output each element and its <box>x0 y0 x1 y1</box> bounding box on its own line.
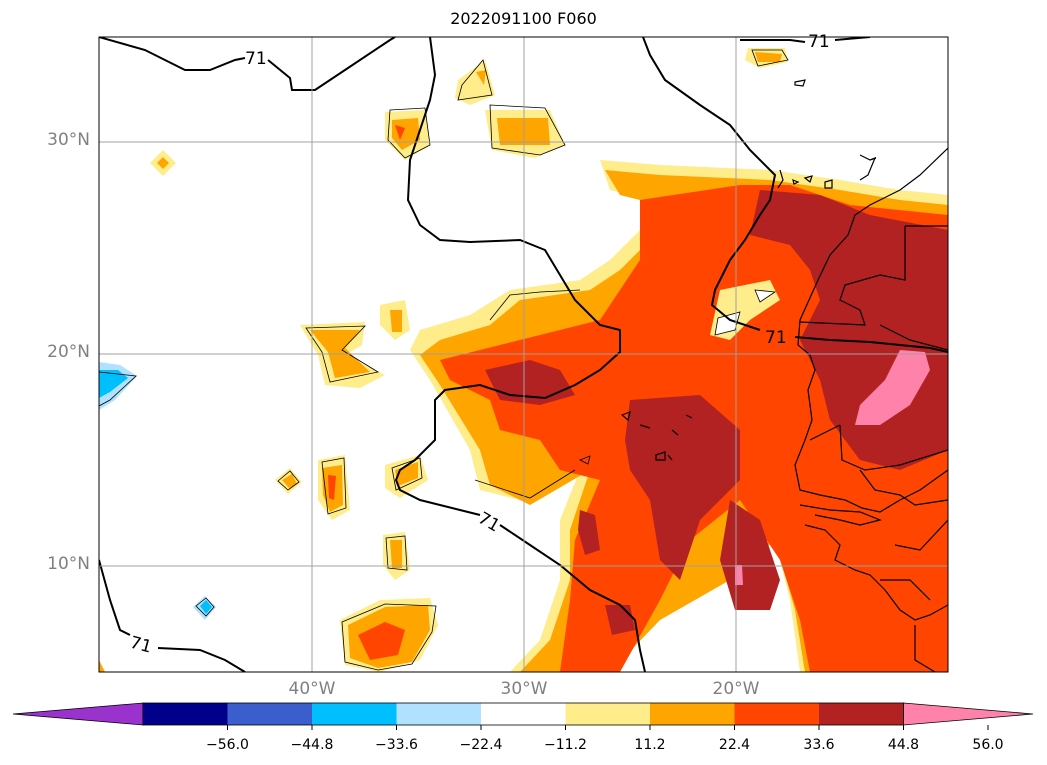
colorbar-extend-low <box>12 702 144 726</box>
contour-label: 71 <box>765 328 787 348</box>
colorbar-segment <box>396 703 482 725</box>
lat-label-30n: 30°N <box>47 130 90 150</box>
colorbar-tick-label: −56.0 <box>206 737 249 753</box>
height-contour-71 <box>99 37 948 672</box>
colorbar-tick-label: 44.8 <box>887 737 920 753</box>
colorbar-tick-label: −33.6 <box>375 737 418 753</box>
gridlines <box>99 37 948 672</box>
colorbar-tick-label: −44.8 <box>290 737 334 753</box>
anomaly-field <box>99 48 948 672</box>
map-title: 2022091100 F060 <box>450 9 597 28</box>
colorbar-segment <box>481 703 566 725</box>
coastlines <box>620 79 948 672</box>
colorbar-extend-high <box>903 702 1034 726</box>
colorbar <box>12 702 1034 730</box>
lat-label-20n: 20°N <box>47 342 90 362</box>
lat-label-10n: 10°N <box>47 554 90 574</box>
contour-label: 71 <box>474 508 503 536</box>
lon-label-40w: 40°W <box>288 679 336 699</box>
colorbar-segment <box>819 703 904 725</box>
contour-label: 71 <box>128 633 154 658</box>
colorbar-segment <box>227 703 313 725</box>
colorbar-segment <box>734 703 820 725</box>
contour-label: 71 <box>245 49 267 69</box>
colorbar-tick-label: 33.6 <box>803 737 835 753</box>
colorbar-tick-label: −11.2 <box>544 737 587 753</box>
colorbar-tick-label: 56.0 <box>972 737 1004 753</box>
lon-label-30w: 30°W <box>500 679 548 699</box>
colorbar-segment <box>650 703 735 725</box>
colorbar-tick-label: −22.4 <box>459 737 503 753</box>
map-frame <box>98 36 949 673</box>
colorbar-tick-label: 22.4 <box>718 737 751 753</box>
colorbar-segment <box>312 703 397 725</box>
colorbar-segment <box>143 703 228 725</box>
colorbar-segment <box>565 703 651 725</box>
lon-label-20w: 20°W <box>712 679 760 699</box>
colorbar-outline <box>142 702 904 726</box>
contour-label: 71 <box>808 32 830 52</box>
colorbar-tick-label: 11.2 <box>634 737 666 753</box>
